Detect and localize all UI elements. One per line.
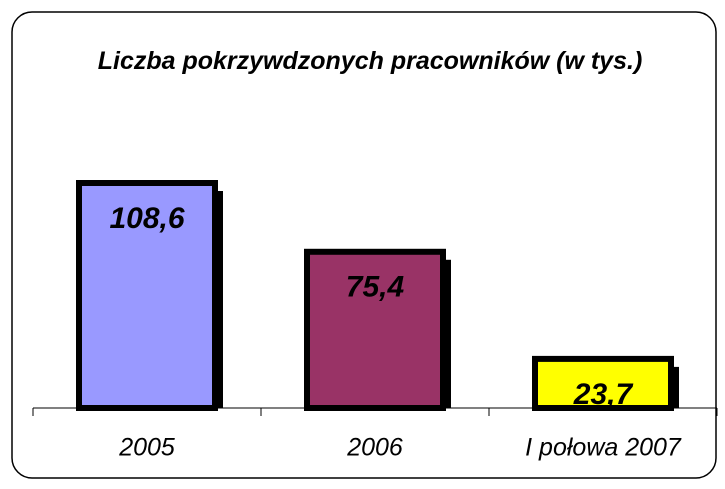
bar <box>76 180 218 411</box>
bar <box>304 248 446 411</box>
x-tick-label: I połowa 2007 <box>525 434 682 462</box>
bar <box>532 355 674 412</box>
data-label: 23,7 <box>573 378 634 411</box>
data-label: 108,6 <box>109 202 184 235</box>
x-tick-label: 2006 <box>346 434 403 462</box>
data-label: 75,4 <box>346 271 405 304</box>
chart-title: Liczba pokrzywdzonych pracowników (w tys… <box>97 47 643 75</box>
x-tick-label: 2005 <box>118 434 175 462</box>
